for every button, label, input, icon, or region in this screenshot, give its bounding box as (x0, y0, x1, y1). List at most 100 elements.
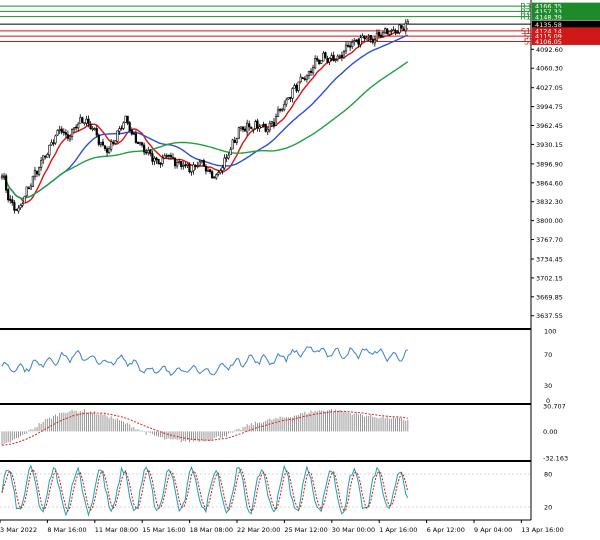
candle-body (396, 32, 399, 34)
candle-body (386, 28, 389, 34)
stochastic-main-line (1, 464, 409, 518)
candle-body (5, 175, 8, 191)
candle-body (130, 129, 133, 135)
candle-body (143, 144, 146, 153)
candle-body (237, 127, 241, 139)
candle-body (340, 54, 344, 58)
macd-pane: 30.707 0.00 -32.163 (1, 403, 568, 463)
candle-body (0, 175, 4, 179)
candle-body (33, 169, 37, 178)
candle-body (23, 195, 26, 204)
candle-body (379, 34, 383, 38)
candle-body (87, 118, 90, 125)
candle-body (278, 109, 282, 111)
candle-body (336, 55, 339, 60)
candle-body (182, 165, 185, 167)
candle-body (303, 78, 306, 80)
price-axis-labels: 4092.60 4060.30 4027.05 3994.75 3962.45 3930.… (531, 46, 563, 320)
candle-body (406, 20, 409, 25)
candle-body (260, 124, 263, 128)
candle-body (384, 28, 387, 34)
candle-body (388, 31, 391, 35)
candle-body (361, 35, 364, 38)
candle-body (50, 142, 53, 146)
candle-body (316, 58, 319, 61)
level-label-s2: S2 (524, 32, 534, 41)
candle-body (332, 54, 335, 62)
candle-body (198, 161, 201, 166)
candle-body (79, 117, 82, 124)
candle-body (11, 199, 14, 204)
candle-body (283, 104, 286, 110)
candle-body (231, 139, 234, 150)
time-tick-label: 30 Mar 00:00 (332, 526, 375, 534)
candle-body (211, 171, 214, 179)
price-tick-label: 4060.30 (536, 65, 563, 73)
pane-divider-rsi (0, 328, 531, 330)
candle-body (21, 203, 24, 206)
candle-body (89, 124, 92, 130)
candle-body (44, 155, 47, 158)
candle-body (326, 58, 329, 63)
candle-body (95, 128, 98, 136)
price-tick-label: 3702.15 (536, 274, 563, 282)
pane-divider-macd (0, 403, 531, 405)
candle-body (363, 36, 366, 39)
candle-body (52, 142, 55, 145)
candle-body (99, 142, 102, 145)
candle-body (235, 138, 238, 143)
candle-body (202, 160, 205, 167)
candle-body (37, 167, 41, 176)
candle-body (328, 57, 331, 63)
candle-body (217, 172, 220, 175)
level-value-r3: 4166.35 (535, 3, 562, 11)
level-value-r1: 4148.39 (535, 13, 562, 21)
candle-body (371, 39, 374, 43)
candle-body (266, 129, 269, 133)
candle-body (161, 157, 164, 164)
candle-body (145, 151, 148, 154)
candle-body (77, 123, 80, 129)
candle-body (85, 118, 88, 124)
time-tick-label: 9 Apr 04:00 (474, 526, 512, 534)
stochastic-pane: 80 20 (0, 464, 552, 518)
price-tick-label: 3767.70 (536, 236, 563, 244)
candle-body (103, 145, 107, 149)
time-tick-label: 1 Apr 16:00 (379, 526, 417, 534)
candle-body (35, 170, 39, 175)
candle-body (344, 44, 348, 52)
time-tick-label: 22 Mar 20:00 (237, 526, 280, 534)
candle-body (206, 170, 210, 172)
candle-body (163, 155, 166, 159)
candle-body (132, 133, 135, 135)
time-axis-labels: 3 Mar 2022 8 Mar 16:00 11 Mar 08:00 15 Mar … (0, 520, 564, 534)
candle-body (291, 88, 294, 99)
stochastic-tick-label: 80 (544, 471, 552, 479)
candle-body (68, 135, 72, 140)
candle-body (287, 97, 290, 100)
candle-body (219, 170, 222, 173)
candle-body (334, 59, 337, 61)
candle-body (250, 126, 253, 129)
price-tick-label: 3896.90 (536, 160, 563, 168)
candle-body (114, 140, 117, 144)
candle-body (128, 122, 131, 132)
candle-body (190, 170, 193, 173)
candle-body (295, 84, 298, 92)
level-tag-r3 (532, 2, 600, 10)
candle-body (233, 139, 236, 143)
candle-body (149, 149, 152, 155)
support-resistance-levels: 4166.35 R3 4157.33 R2 4148.39 R1 4135.584124.1… (0, 2, 600, 46)
candle-body (73, 127, 76, 130)
candle-body (390, 30, 393, 32)
candle-body (293, 85, 296, 89)
candle-body (140, 142, 144, 146)
level-tag-s2 (532, 32, 600, 40)
price-tick-label: 3994.75 (536, 103, 563, 111)
candle-body (19, 205, 22, 208)
candle-body (239, 126, 243, 129)
candle-body (108, 148, 111, 154)
candle-body (365, 37, 368, 40)
candle-body (281, 108, 284, 111)
